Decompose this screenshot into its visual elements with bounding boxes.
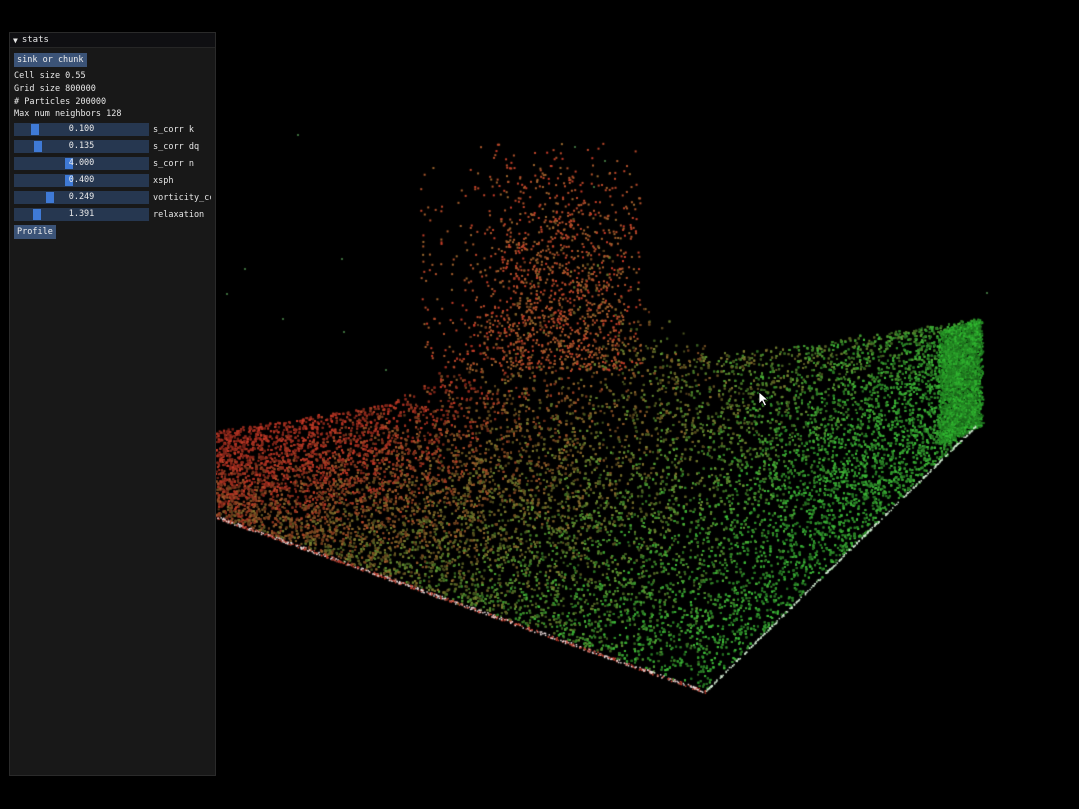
slider-value: 0.249 [68,192,95,203]
slider-grab[interactable] [65,175,73,187]
slider-row-s-corr-dq: 0.135 s_corr dq [14,138,211,155]
slider-value: 0.100 [68,124,95,135]
grid-size-text: Grid size 800000 [14,83,96,94]
slider-value: 0.135 [68,141,95,152]
vorticity-slider[interactable]: 0.249 [14,191,149,205]
slider-row-xsph: 0.400 xsph [14,172,211,189]
sink-or-chunk-button[interactable]: sink or chunk [14,53,87,67]
relaxation-slider[interactable]: 1.391 [14,208,149,222]
slider-row-relaxation: 1.391 relaxation [14,206,211,223]
slider-value: 4.000 [68,158,95,169]
slider-grab[interactable] [46,192,55,204]
slider-row-s-corr-n: 4.000 s_corr n [14,155,211,172]
slider-grab[interactable] [33,141,42,153]
slider-row-s-corr-k: 0.100 s_corr k [14,121,211,138]
max-neighbors-text: Max num neighbors 128 [14,109,122,120]
s-corr-dq-slider[interactable]: 0.135 [14,140,149,154]
mouse-pointer-icon [758,391,770,407]
slider-label: s_corr k [153,124,194,135]
slider-label: s_corr dq [153,141,200,152]
slider-value: 1.391 [68,209,95,220]
slider-grab[interactable] [32,209,41,221]
triangle-down-icon[interactable]: ▼ [13,35,18,45]
slider-value: 0.400 [68,175,95,186]
particles-count-text: # Particles 200000 [14,96,107,107]
stats-window-title: stats [21,35,49,45]
xsph-slider[interactable]: 0.400 [14,174,149,188]
slider-grab[interactable] [30,124,39,136]
slider-label: s_corr n [153,158,194,169]
stats-window[interactable]: ▼ stats sink or chunk Cell size 0.55 Gri… [9,32,216,776]
slider-label: vorticity_cc [153,192,211,203]
slider-label: relaxation [153,209,205,220]
cell-size-text: Cell size 0.55 [14,71,86,81]
slider-label: xsph [153,175,174,186]
stats-window-titlebar[interactable]: ▼ stats [10,33,215,48]
slider-row-vorticity: 0.249 vorticity_cc [14,189,211,206]
s-corr-n-slider[interactable]: 4.000 [14,157,149,171]
profile-button[interactable]: Profile [14,225,56,240]
s-corr-k-slider[interactable]: 0.100 [14,123,149,137]
slider-grab[interactable] [65,158,73,170]
